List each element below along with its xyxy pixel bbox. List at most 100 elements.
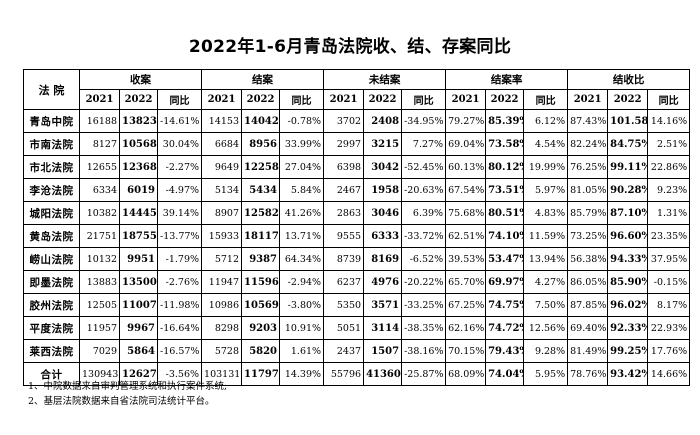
table-cell: -3.80%: [279, 293, 325, 317]
table-cell: -16.64%: [156, 316, 203, 340]
table-cell: 12505: [79, 293, 120, 317]
table-cell: 3571: [363, 293, 403, 317]
table-cell: 5864: [119, 339, 158, 363]
table-cell: 8739: [323, 247, 365, 271]
table-cell: 9.23%: [647, 178, 691, 202]
table-cell: 3114: [363, 316, 403, 340]
table-cell: -20.63%: [401, 178, 447, 202]
table-cell: 37.95%: [647, 247, 691, 271]
table-cell: 4976: [363, 270, 403, 294]
table-cell: 78.76%: [567, 362, 609, 386]
table-cell: 9387: [241, 247, 281, 271]
table-cell: 101.58%: [607, 109, 649, 133]
table-cell: 39.14%: [156, 201, 203, 225]
table-cell: 12655: [79, 155, 120, 179]
table-cell: 130943: [79, 362, 120, 386]
table-cell: 6019: [119, 178, 158, 202]
table-cell: 90.28%: [607, 178, 649, 202]
table-cell: -6.52%: [401, 247, 447, 271]
table-cell: 39.53%: [445, 247, 487, 271]
table-cell: -52.45%: [401, 155, 447, 179]
sub-header-2021: 2021: [201, 89, 243, 110]
table-cell: 10986: [201, 293, 243, 317]
table-cell: 5434: [241, 178, 281, 202]
table-cell: 9649: [201, 155, 243, 179]
table-cell: 21751: [79, 224, 120, 248]
sub-header-yoy: 同比: [156, 89, 203, 110]
table-cell: 12258: [241, 155, 281, 179]
table-cell: 3702: [323, 109, 365, 133]
table-cell: 2408: [363, 109, 403, 133]
table-cell: 1958: [363, 178, 403, 202]
table-cell: 27.04%: [279, 155, 325, 179]
table-cell: 65.70%: [445, 270, 487, 294]
table-cell: 6.12%: [523, 109, 569, 133]
table-cell: 56.38%: [567, 247, 609, 271]
table-cell: 13.71%: [279, 224, 325, 248]
table-cell: -4.97%: [156, 178, 203, 202]
table-row: 市北法院 12655 12368 -2.27% 9649 12258 27.04% 6398 3…: [23, 155, 691, 179]
sub-header-2021: 2021: [323, 89, 365, 110]
table-row: 即墨法院 13883 13500 -2.76% 11947 11596 -2.94% 6237…: [23, 270, 691, 294]
table-cell: -13.77%: [156, 224, 203, 248]
court-name: 市北法院: [23, 155, 80, 179]
table-cell: 30.04%: [156, 132, 203, 156]
table-body: 青岛中院 16188 13823 -14.61% 14153 14042 -0.78% 370…: [23, 109, 691, 386]
table-cell: 17.76%: [647, 339, 691, 363]
table-cell: 5820: [241, 339, 281, 363]
table-row: 城阳法院 10382 14445 39.14% 8907 12582 41.26% 2863 3…: [23, 201, 691, 225]
sub-header-yoy: 同比: [647, 89, 691, 110]
table-cell: 1.31%: [647, 201, 691, 225]
table-cell: 64.34%: [279, 247, 325, 271]
sub-header-yoy: 同比: [523, 89, 569, 110]
table-cell: 87.43%: [567, 109, 609, 133]
table-cell: 70.15%: [445, 339, 487, 363]
table-cell: 85.90%: [607, 270, 649, 294]
table-cell: 76.25%: [567, 155, 609, 179]
table-cell: 33.99%: [279, 132, 325, 156]
court-name: 合计: [23, 362, 80, 386]
table-cell: 10.91%: [279, 316, 325, 340]
group-header-closed: 结案: [201, 69, 325, 90]
table-cell: 9555: [323, 224, 365, 248]
table-cell: 80.51%: [485, 201, 525, 225]
table-cell: 62.51%: [445, 224, 487, 248]
group-header-received: 收案: [78, 69, 203, 90]
table-cell: 96.60%: [607, 224, 649, 248]
table-cell: 7.27%: [401, 132, 447, 156]
table-cell: 87.10%: [607, 201, 649, 225]
table-cell: 3046: [363, 201, 403, 225]
table-cell: 85.79%: [567, 201, 609, 225]
statistics-table: 法 院 收案 结案 未结案 结案率 结收比 2021 2022 同比 2021 …: [23, 69, 691, 386]
table-cell: -33.25%: [401, 293, 447, 317]
table-cell: 14445: [119, 201, 158, 225]
table-cell: 11947: [201, 270, 243, 294]
table-cell: 4.54%: [523, 132, 569, 156]
group-header-row: 法 院 收案 结案 未结案 结案率 结收比: [23, 69, 691, 110]
table-cell: 6.39%: [401, 201, 447, 225]
table-cell: 103131: [201, 362, 243, 386]
table-cell: 3215: [363, 132, 403, 156]
table-cell: 53.47%: [485, 247, 525, 271]
table-cell: 13883: [79, 270, 120, 294]
table-cell: -16.57%: [156, 339, 203, 363]
sub-header-row: 2021 2022 同比 2021 2022 同比 2021 2022 同比 2…: [24, 89, 691, 110]
table-cell: 8127: [79, 132, 120, 156]
table-cell: 8.17%: [647, 293, 691, 317]
table-cell: 73.51%: [485, 178, 525, 202]
table-cell: 2997: [323, 132, 365, 156]
table-cell: -25.87%: [401, 362, 447, 386]
table-cell: 22.86%: [647, 155, 691, 179]
table-cell: 82.24%: [567, 132, 609, 156]
table-cell: 5.97%: [523, 178, 569, 202]
table-cell: 7.50%: [523, 293, 569, 317]
sub-header-2021: 2021: [445, 89, 487, 110]
table-cell: 41360: [363, 362, 403, 386]
table-cell: 12368: [119, 155, 158, 179]
table-cell: -38.35%: [401, 316, 447, 340]
table-row: 胶州法院 12505 11007 -11.98% 10986 10569 -3.80% 535…: [23, 293, 691, 317]
table-cell: 4.83%: [523, 201, 569, 225]
table-cell: 11596: [241, 270, 281, 294]
table-cell: 92.33%: [607, 316, 649, 340]
table-cell: 2437: [323, 339, 365, 363]
